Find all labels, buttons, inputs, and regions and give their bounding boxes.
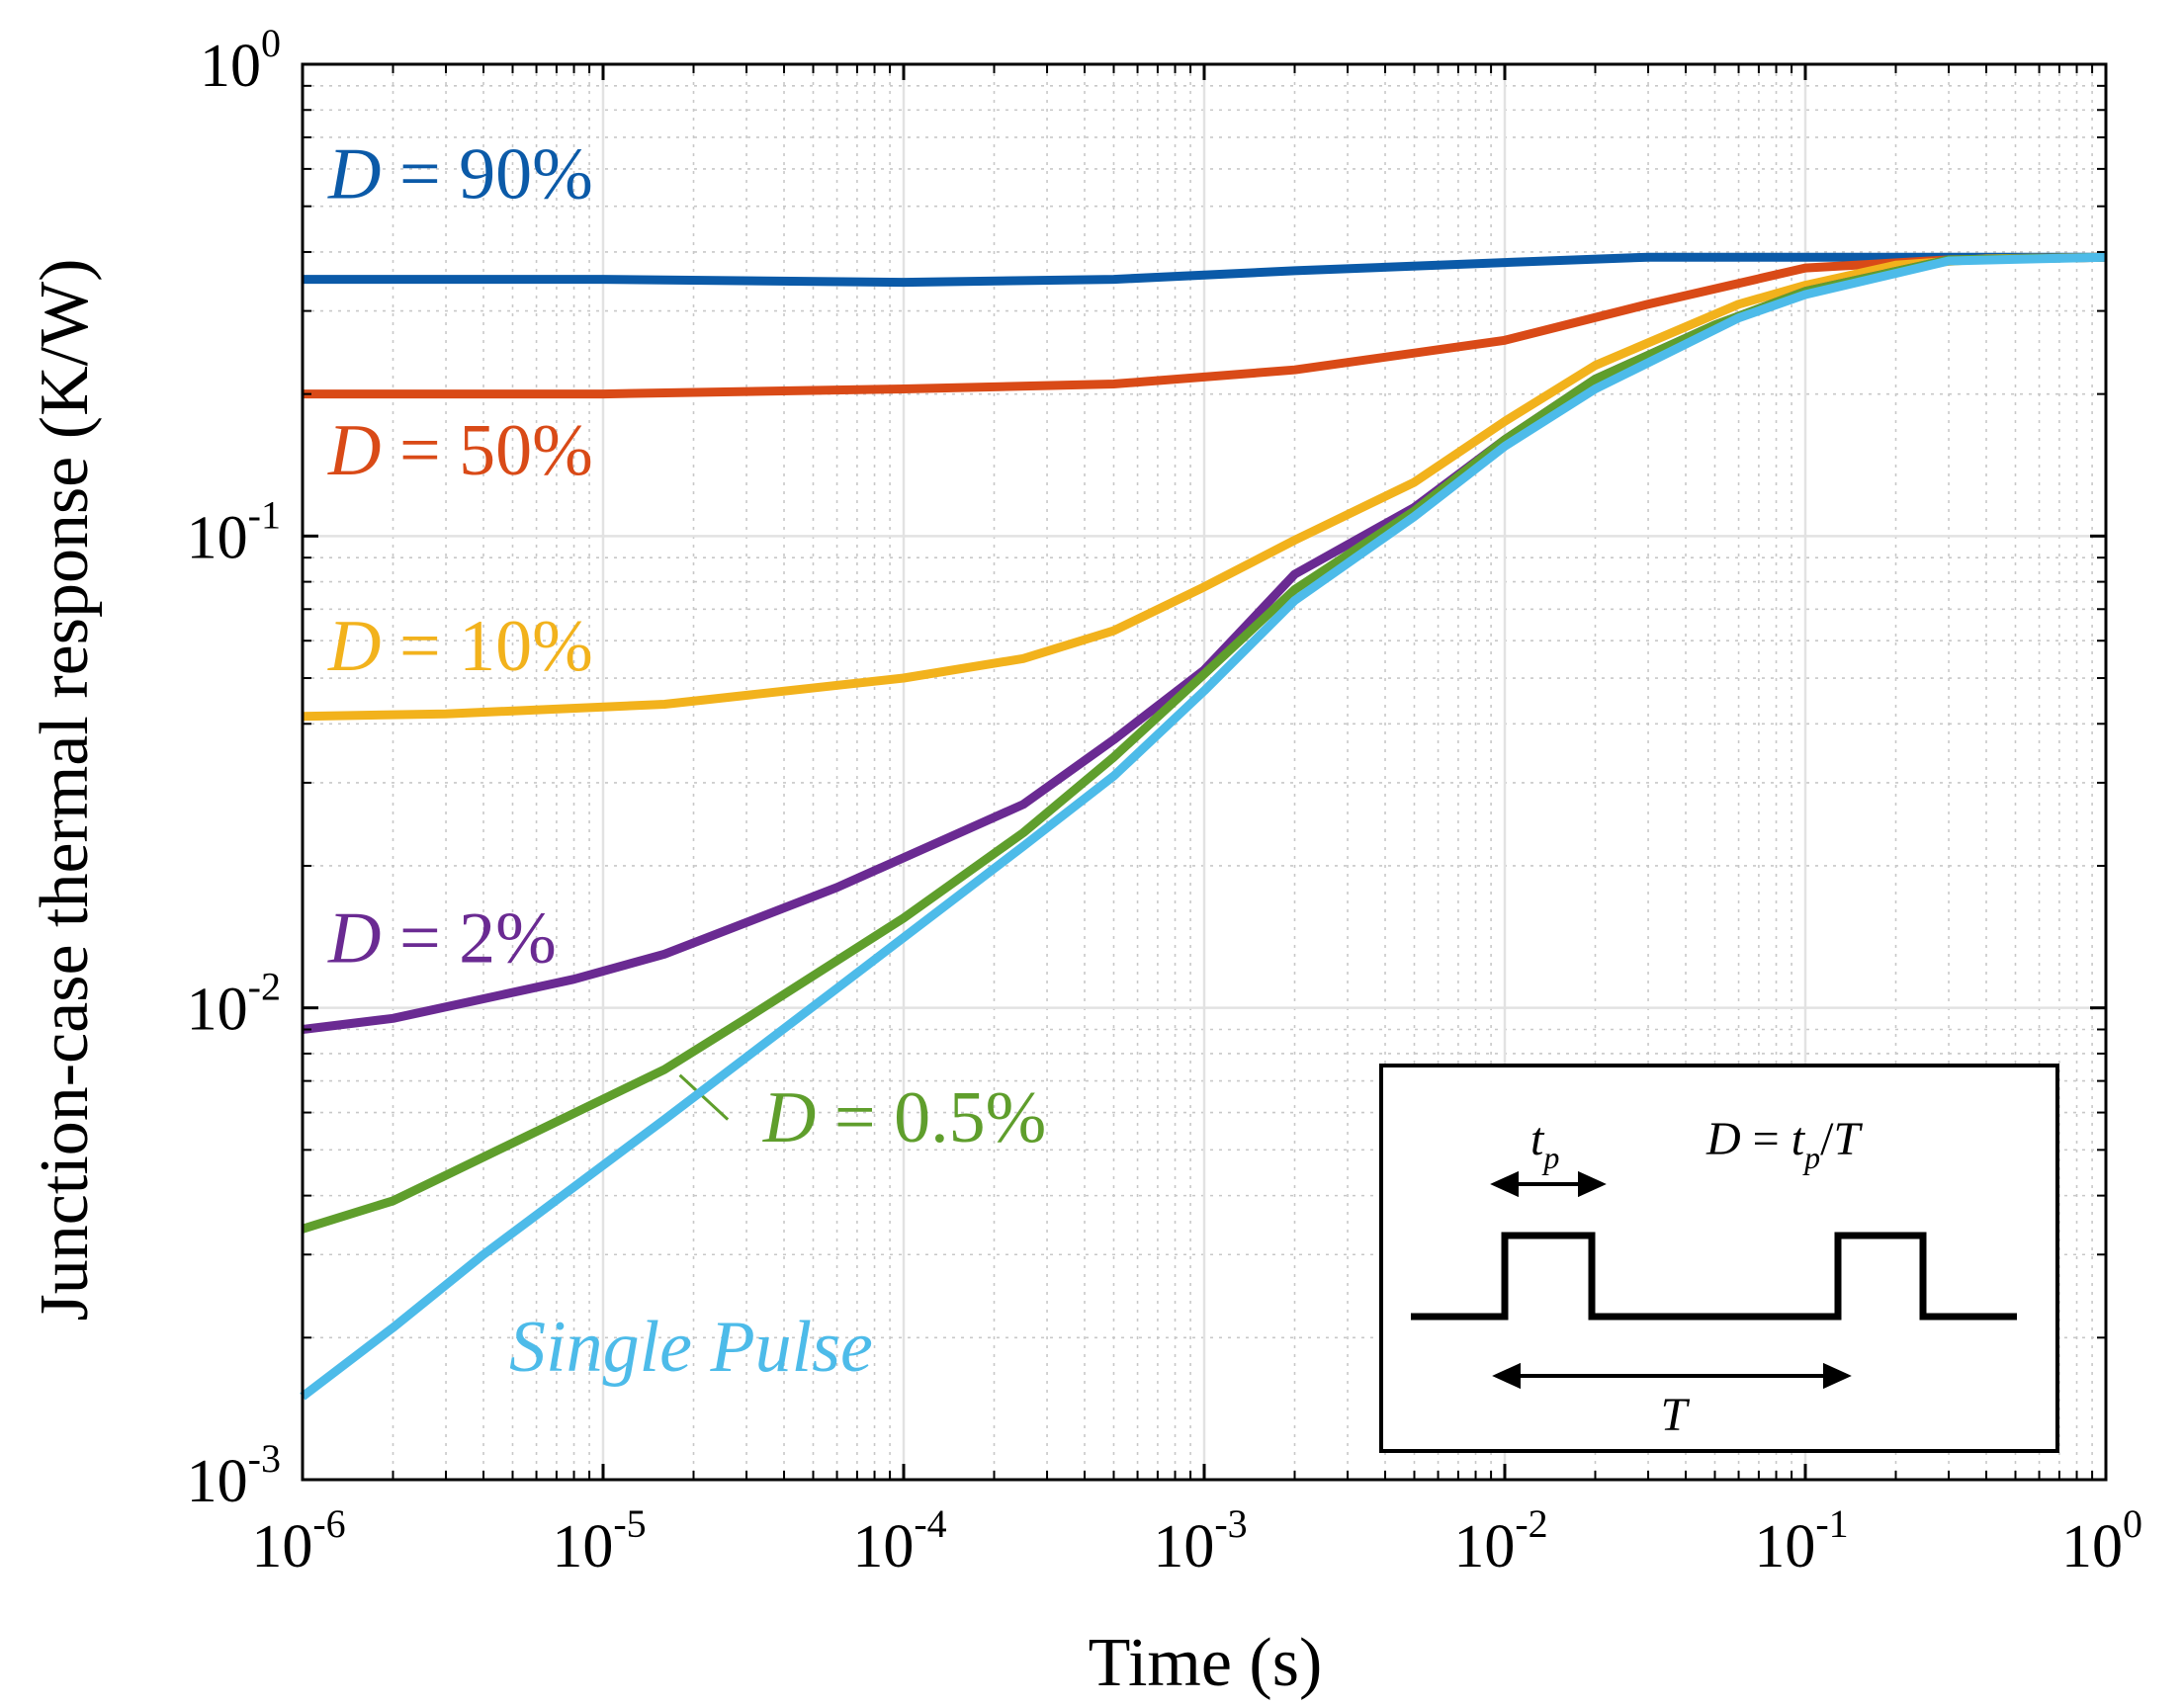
series-labels: D = 90%D = 50%D = 10%D = 2%D = 0.5%Singl… — [327, 134, 1046, 1388]
y-tick-exponent: -1 — [248, 492, 281, 537]
tp-label: tp — [1530, 1113, 1559, 1175]
series-label-value: = 2% — [381, 897, 556, 979]
series-label-var: D — [762, 1077, 816, 1158]
x-tick-base: 10 — [2061, 1513, 2123, 1580]
series-lines — [300, 252, 2107, 1401]
formula-slash: / — [1820, 1113, 1834, 1165]
period-var: T — [1661, 1389, 1691, 1441]
x-tick-label: 10-6 — [251, 1501, 345, 1580]
x-tick-base: 10 — [852, 1513, 914, 1580]
x-tick-base: 10 — [1453, 1513, 1515, 1580]
x-tick-label: 10-5 — [552, 1501, 646, 1580]
tp-var: t — [1530, 1113, 1545, 1165]
period-arrow — [1492, 1362, 1852, 1390]
inset-frame — [1379, 1064, 2059, 1453]
x-tick-label: 100 — [2061, 1501, 2142, 1580]
series-label-d-0-5: D = 0.5% — [762, 1077, 1046, 1158]
series-label-value: = 50% — [381, 410, 592, 491]
y-tick-base: 10 — [187, 504, 248, 571]
x-tick-exponent: -6 — [312, 1501, 345, 1546]
duty-formula: D = tp/T — [1705, 1113, 1863, 1175]
series-label-var: D — [327, 897, 381, 979]
series-line-d-50 — [303, 252, 2107, 399]
x-tick-label: 10-1 — [1754, 1501, 1848, 1580]
x-tick-exponent: -3 — [1214, 1501, 1247, 1546]
x-tick-base: 10 — [251, 1513, 312, 1580]
series-label-value: = 90% — [381, 134, 592, 215]
series-line-d-90 — [303, 252, 2106, 288]
x-tick-exponent: -5 — [613, 1501, 646, 1546]
x-tick-label: 10-3 — [1153, 1501, 1247, 1580]
pulse-waveform — [1411, 1232, 2017, 1321]
series-line-d-10 — [302, 252, 2107, 722]
series-label-d-2: D = 2% — [327, 897, 557, 979]
y-tick-label: 10-1 — [187, 492, 281, 571]
x-tick-base: 10 — [1153, 1513, 1214, 1580]
x-tick-label: 10-2 — [1453, 1501, 1547, 1580]
series-label-var: D — [327, 606, 381, 687]
x-tick-labels: 10-6 10-5 10-4 10-3 10-2 10-1 100 — [251, 1501, 2142, 1580]
formula-T: T — [1833, 1113, 1863, 1165]
formula-sub: p — [1802, 1140, 1820, 1175]
formula-d: D — [1705, 1113, 1741, 1165]
series-label-value: = 10% — [381, 606, 592, 687]
x-axis-title: Time (s) — [1089, 1625, 1323, 1701]
x-tick-exponent: -4 — [914, 1501, 946, 1546]
y-tick-exponent: -2 — [248, 965, 281, 1009]
x-tick-exponent: -2 — [1515, 1501, 1547, 1546]
y-tick-base: 10 — [200, 33, 261, 100]
x-tick-label: 10-4 — [852, 1501, 946, 1580]
series-label-var: D — [327, 410, 381, 491]
y-axis-title: Junction-case thermal response (K/W) — [27, 259, 103, 1322]
tick-marks — [301, 62, 2108, 1482]
series-label-d-50: D = 50% — [327, 410, 593, 491]
y-tick-exponent: 0 — [261, 21, 281, 65]
x-tick-base: 10 — [552, 1513, 613, 1580]
formula-eq: = — [1741, 1113, 1791, 1165]
y-tick-base: 10 — [187, 977, 248, 1044]
y-tick-exponent: -3 — [248, 1436, 281, 1481]
series-leader-d-0-5 — [678, 1073, 730, 1121]
y-tick-label: 10-3 — [187, 1436, 281, 1515]
series-label-var: D — [327, 134, 381, 215]
series-label-d-10: D = 10% — [327, 606, 593, 687]
tp-sub: p — [1541, 1140, 1559, 1175]
period-label: T — [1661, 1389, 1691, 1441]
duty-cycle-inset: tp T D = tp/T — [1379, 1064, 2059, 1453]
y-tick-base: 10 — [187, 1448, 248, 1515]
series-label-single-pulse: Single Pulse — [509, 1307, 873, 1388]
x-tick-exponent: 0 — [2123, 1501, 2142, 1546]
series-label-var: Single Pulse — [509, 1307, 873, 1388]
y-tick-label: 100 — [200, 21, 281, 100]
series-line-single-pulse — [300, 252, 2107, 1401]
tp-arrow — [1490, 1170, 1607, 1198]
x-tick-exponent: -1 — [1815, 1501, 1848, 1546]
series-label-d-90: D = 90% — [327, 134, 593, 215]
formula-t: t — [1791, 1113, 1806, 1165]
x-tick-base: 10 — [1754, 1513, 1815, 1580]
y-tick-label: 10-2 — [187, 965, 281, 1044]
series-label-value: = 0.5% — [816, 1077, 1046, 1158]
